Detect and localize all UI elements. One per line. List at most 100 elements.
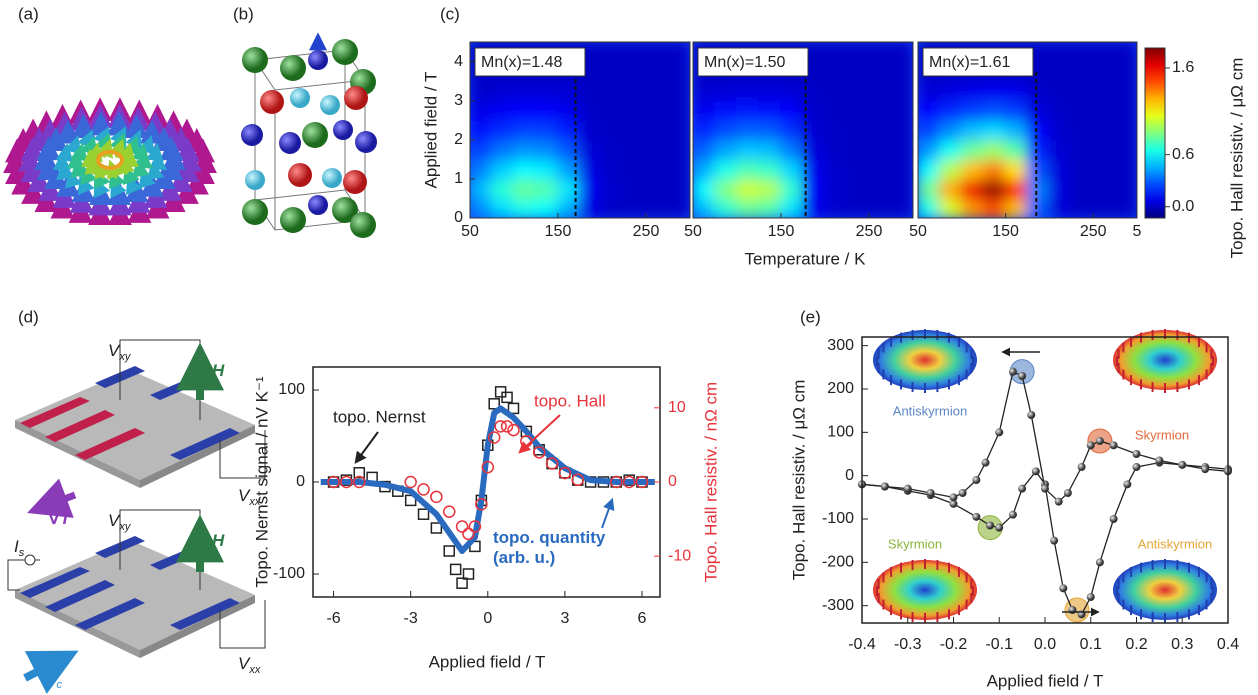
spin-arrow — [122, 135, 140, 156]
heatmap-cell — [470, 80, 493, 102]
heatmap-cell — [1070, 177, 1095, 200]
heatmap-cell — [824, 60, 848, 83]
y-tick-label: -200 — [822, 554, 854, 571]
heatmap-cell — [714, 197, 738, 218]
inset-disc — [1113, 560, 1217, 620]
schematic-label: Jc — [47, 669, 63, 690]
heatmap-cell — [890, 42, 913, 63]
heatmap-cell — [579, 80, 603, 102]
heatmap-cell — [693, 80, 716, 102]
y-tick-label: 2 — [454, 131, 463, 148]
series-label: topo. quantity (arb. u.) — [493, 528, 606, 567]
schematic-label: H — [212, 531, 225, 550]
label-main: ∇T — [48, 509, 72, 528]
heatmap-cell — [938, 80, 963, 102]
marker — [1054, 497, 1063, 506]
heatmap-cell — [802, 138, 826, 161]
x-tick-label: 0.1 — [1080, 636, 1102, 653]
x-tick-label: 250 — [633, 223, 660, 240]
heatmap-cell — [846, 60, 870, 83]
heatmap-cell — [1092, 158, 1117, 180]
heatmap-cell — [513, 177, 537, 200]
heatmap-cell — [470, 197, 493, 218]
heatmap-cell — [714, 99, 738, 122]
heatmap-cell — [601, 99, 625, 122]
marker-square — [501, 391, 513, 404]
x-tick-label: -0.1 — [985, 636, 1013, 653]
marker — [995, 428, 1004, 437]
marker — [926, 489, 935, 497]
heatmap-cell — [693, 138, 716, 161]
label-sub: xy — [118, 351, 132, 363]
schematic-label: Vxy — [108, 341, 132, 362]
x-tick-label: 150 — [992, 223, 1019, 240]
heatmap-cell — [824, 177, 848, 200]
heatmap-cell — [736, 177, 760, 200]
heatmap-cell — [714, 80, 738, 102]
heatmap-cell — [1048, 80, 1073, 102]
marker-square — [443, 545, 455, 557]
series-label: topo. Hall — [534, 391, 606, 410]
heatmap-cell — [1048, 138, 1073, 161]
label-sub: xx — [248, 496, 261, 508]
heatmap-cell — [1048, 99, 1073, 122]
heatmap-cell — [1026, 138, 1051, 161]
marker — [1050, 536, 1059, 545]
heatmap-cell — [918, 119, 941, 141]
heatmap-cell — [623, 177, 647, 200]
heatmap-cell — [918, 99, 941, 122]
heatmap-cell — [513, 158, 537, 180]
heatmap-cell — [714, 158, 738, 180]
x-axis-label: Applied field / T — [429, 652, 546, 671]
heatmap-cell — [780, 119, 804, 141]
heatmap-cell — [1092, 177, 1117, 200]
marker-square — [462, 568, 475, 580]
marker — [1178, 460, 1187, 469]
heatmap-cell — [824, 99, 848, 122]
x-tick-label: 5 — [1133, 223, 1142, 240]
heatmap-cell — [960, 119, 985, 141]
marker — [972, 512, 981, 521]
heatmap-cell — [623, 60, 647, 83]
marker-circle — [487, 431, 501, 444]
marker — [1008, 367, 1017, 376]
heatmap-cell — [623, 99, 647, 122]
heatmap-cell — [513, 99, 537, 122]
heatmap-cell — [736, 99, 760, 122]
marker-square — [430, 522, 443, 534]
heatmap-cell — [601, 138, 625, 161]
spin-texture-inset — [873, 329, 977, 393]
marker — [1008, 510, 1017, 519]
heatmap-cell — [535, 177, 559, 200]
colorbar-tick-label: 0.0 — [1172, 198, 1194, 215]
marker-circle — [417, 483, 430, 496]
heatmap-cell — [623, 42, 647, 63]
heatmap-cell — [645, 42, 669, 63]
marker — [880, 482, 889, 491]
y-axis-label: Topo. Hall resistiv. / μΩ cm — [789, 380, 808, 581]
heatmap-cell — [1026, 99, 1051, 122]
marker-square — [449, 563, 462, 576]
y-tick-label: 3 — [454, 92, 463, 109]
marker-circle — [442, 505, 456, 518]
heatmap-cell — [1070, 197, 1095, 218]
heatmap-cell — [824, 80, 848, 102]
y2-tick-label: -10 — [668, 547, 691, 564]
marker — [1086, 593, 1095, 601]
heatmap-cell — [557, 99, 581, 122]
heatmap-cell — [960, 177, 985, 200]
heatmap-cell — [1048, 42, 1073, 63]
heatmap-cell — [714, 119, 738, 141]
heatmap-cell — [982, 138, 1007, 161]
heatmap-cell — [623, 158, 647, 180]
heatmap-cell — [714, 138, 738, 161]
heatmap-cell — [1070, 80, 1095, 102]
pointer — [601, 497, 615, 529]
frame — [692, 41, 914, 219]
colorbar-label: Topo. Hall resistiv. / μΩ cm — [1227, 58, 1246, 259]
marker-square — [404, 494, 417, 507]
spin-arrow — [77, 129, 94, 150]
heatmap-cell — [470, 138, 493, 161]
heatmap-cell — [667, 80, 690, 102]
marker — [1155, 456, 1164, 465]
